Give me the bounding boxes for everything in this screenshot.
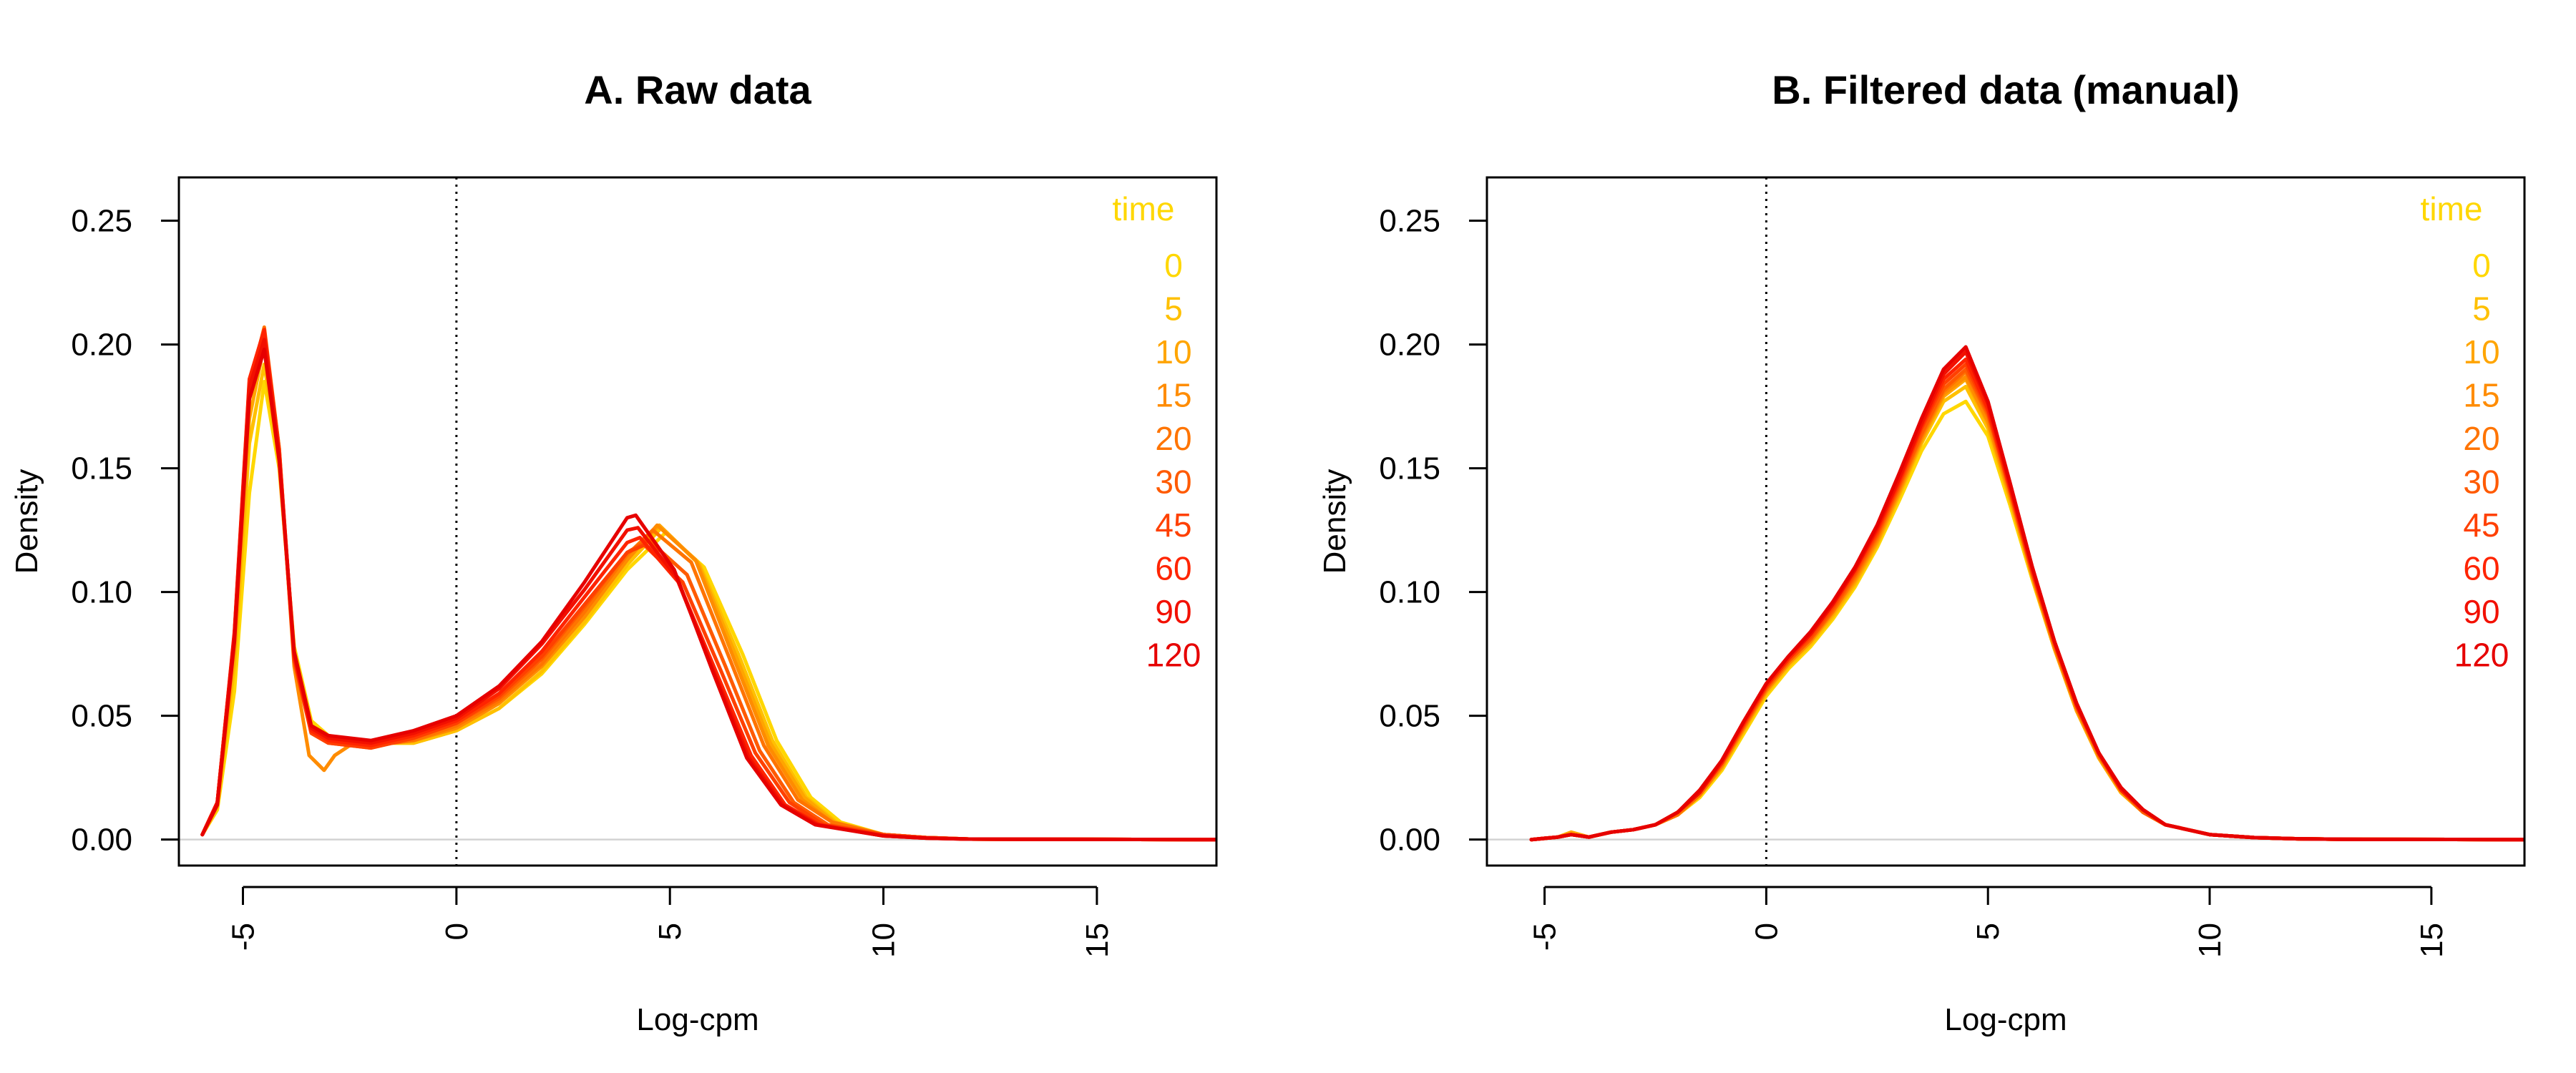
legend-entry: 10	[1155, 333, 1191, 371]
series-line-60	[1529, 357, 2524, 842]
y-tick-label: 0.25	[71, 204, 132, 239]
y-tick-label: 0.00	[1379, 823, 1440, 858]
legend-entry: 60	[2463, 550, 2499, 587]
series-line-10	[1529, 377, 2524, 842]
series-group	[1529, 345, 2524, 842]
chart-title: B. Filtered data (manual)	[1772, 67, 2239, 112]
legend-entry: 120	[1146, 637, 1201, 674]
x-tick-label: 0	[1749, 923, 1784, 940]
chart-title: A. Raw data	[584, 67, 811, 112]
x-tick-label: 15	[1080, 923, 1115, 958]
series-line-5	[1529, 384, 2524, 842]
series-line-90	[1529, 350, 2524, 842]
x-tick-label: 10	[867, 923, 902, 958]
legend-entry: 30	[2463, 464, 2499, 501]
series-line-5	[200, 362, 1216, 842]
series-line-15	[1529, 375, 2524, 842]
plot-frame	[1485, 176, 2526, 867]
series-line-0	[1529, 399, 2524, 842]
series-line-120	[200, 348, 1216, 842]
legend-entry: 15	[2463, 377, 2499, 414]
x-tick-label: -5	[226, 923, 261, 951]
legend-entry: 0	[2472, 247, 2491, 284]
x-tick-label: 15	[2414, 923, 2449, 958]
x-tick-label: 10	[2192, 923, 2228, 958]
y-axis-label: Density	[9, 469, 44, 574]
x-tick-label: 0	[439, 923, 474, 940]
legend-entry: 15	[1155, 377, 1191, 414]
panel-a: A. Raw data 0.00 0.05 0.10 0.15 0.20 0.25 -5 0 5 1…	[9, 67, 1218, 1037]
panel-b: B. Filtered data (manual) 0.00 0.05 0.10 0.1…	[1317, 67, 2526, 1037]
y-tick-label: 0.15	[71, 451, 132, 486]
legend-entry: 45	[2463, 506, 2499, 544]
x-tick-label: -5	[1528, 923, 1563, 951]
legend-entry: 20	[1155, 420, 1191, 457]
legend-entry: 60	[1155, 550, 1191, 587]
legend-entry: 90	[2463, 593, 2499, 630]
legend-entry: 0	[1164, 247, 1183, 284]
series-line-45	[1529, 362, 2524, 842]
x-tick-label: 5	[653, 923, 688, 940]
x-axis-label: Log-cpm	[1944, 1002, 2067, 1037]
y-tick-label: 0.20	[1379, 328, 1440, 363]
y-tick-label: 0.20	[71, 328, 132, 363]
legend-entry: 5	[2472, 290, 2491, 328]
y-tick-label: 0.05	[1379, 699, 1440, 734]
legend-entry: 120	[2454, 637, 2509, 674]
legend-entry: 10	[2463, 333, 2499, 371]
y-tick-label: 0.15	[1379, 451, 1440, 486]
legend-title: time	[1113, 190, 1175, 227]
y-tick-label: 0.00	[71, 823, 132, 858]
legend-entry: 5	[1164, 290, 1183, 328]
series-line-20	[1529, 370, 2524, 842]
legend-entry: 90	[1155, 593, 1191, 630]
y-tick-label: 0.05	[71, 699, 132, 734]
legend: time 0 5 10 15 20 30 45 60 90 120	[2421, 190, 2509, 674]
series-line-120	[1529, 345, 2524, 842]
legend: time 0 5 10 15 20 30 45 60 90 120	[1113, 190, 1201, 674]
y-tick-label: 0.25	[1379, 204, 1440, 239]
y-tick-label: 0.10	[1379, 575, 1440, 610]
legend-entry: 45	[1155, 506, 1191, 544]
y-tick-label: 0.10	[71, 575, 132, 610]
y-axis-label: Density	[1317, 469, 1352, 574]
plot-frame	[177, 176, 1218, 867]
legend-entry: 20	[2463, 420, 2499, 457]
x-axis-label: Log-cpm	[636, 1002, 758, 1037]
series-line-30	[1529, 367, 2524, 842]
x-tick-label: 5	[1971, 923, 2006, 940]
series-group	[200, 325, 1216, 842]
legend-title: time	[2421, 190, 2483, 227]
legend-entry: 30	[1155, 464, 1191, 501]
